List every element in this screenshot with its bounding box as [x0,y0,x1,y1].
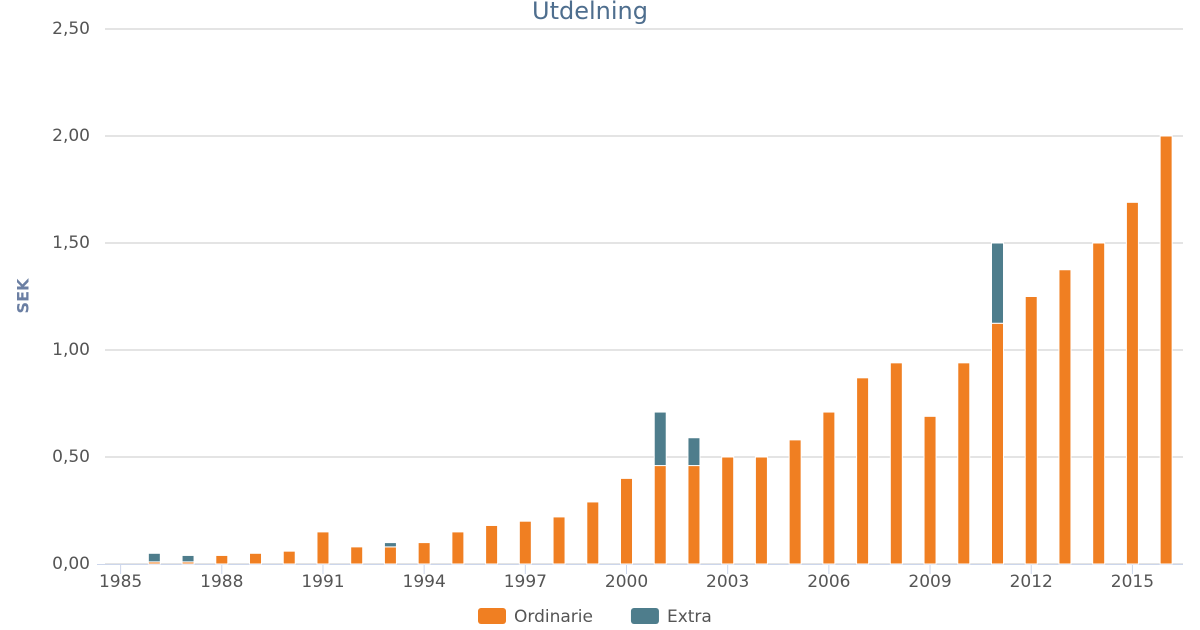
bar [1125,201,1139,565]
y-tick-label: 1,50 [52,233,90,253]
chart-title: Utdelning [532,0,648,25]
bar [721,456,735,565]
y-tick-label: 0,00 [52,554,90,574]
bar [923,415,937,565]
x-tick-label: 2015 [1111,572,1154,592]
bar [485,524,499,565]
bar [687,437,701,467]
bar [552,516,566,565]
bar [957,362,971,565]
bar [1058,269,1072,565]
bar [249,552,263,565]
y-tick-label: 2,00 [52,126,90,146]
x-tick-label: 1997 [504,572,547,592]
bar [181,554,195,563]
bar [653,411,667,467]
x-tick-label: 1985 [99,572,142,592]
legend-swatch[interactable] [630,608,659,624]
x-tick-label: 2012 [1010,572,1053,592]
bar [991,322,1005,565]
x-tick-label: 1988 [200,572,243,592]
y-axis-title: SEK [14,278,33,313]
bar [383,546,397,565]
bar [1159,135,1173,565]
x-tick-label: 2003 [706,572,749,592]
bar [383,542,397,548]
bar [822,411,836,565]
bar [754,456,768,565]
x-tick-label: 1994 [403,572,446,592]
bar [282,550,296,565]
bar [687,465,701,565]
bar [788,439,802,565]
bar [991,242,1005,324]
x-tick-label: 2009 [908,572,951,592]
bar [856,377,870,565]
bar [417,542,431,565]
legend-label[interactable]: Extra [667,607,712,627]
x-tick-label: 1991 [301,572,344,592]
bar [451,531,465,565]
bar [518,520,532,565]
bar [316,531,330,565]
x-tick-label: 2000 [605,572,648,592]
bar [586,501,600,565]
bar [147,552,161,563]
x-tick-label: 2006 [807,572,850,592]
bar [1024,296,1038,565]
y-tick-label: 0,50 [52,447,90,467]
legend-swatch[interactable] [478,608,506,624]
y-tick-label: 2,50 [52,19,90,39]
bar [653,465,667,565]
legend-label[interactable]: Ordinarie [514,607,593,627]
y-tick-label: 1,00 [52,340,90,360]
bar [620,477,634,565]
bar [889,362,903,565]
bar [350,546,364,565]
bar [1092,242,1106,565]
bar [215,554,229,565]
